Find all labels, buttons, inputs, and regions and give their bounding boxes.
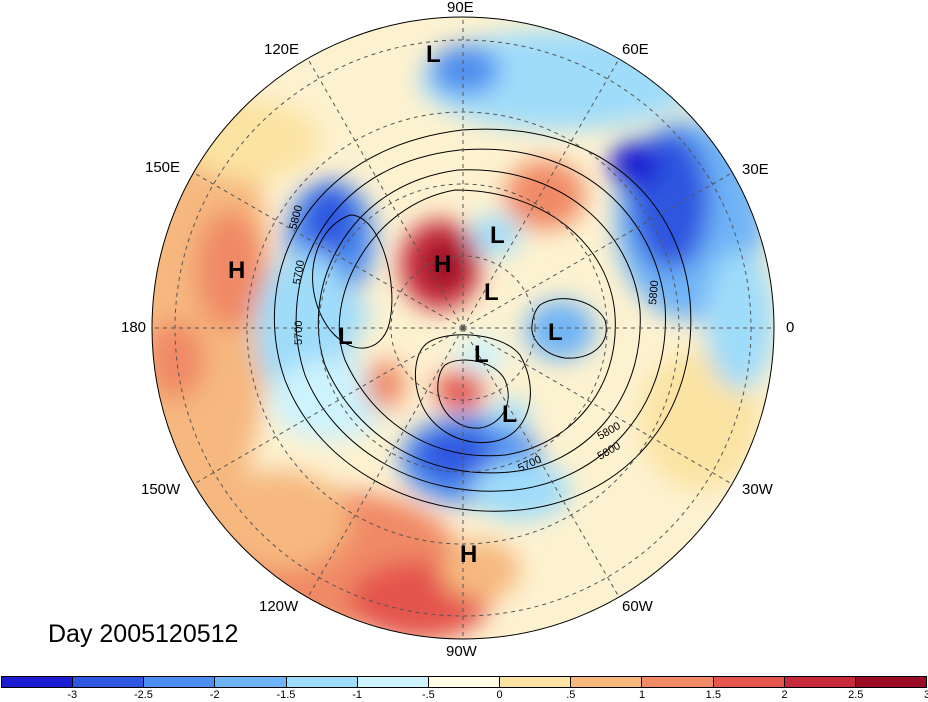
colorbar-tick-label: 0 [496, 689, 503, 701]
contour-label: 5700 [291, 259, 307, 285]
colorbar-swatch [642, 677, 714, 687]
low-pressure-marker: L [484, 279, 499, 306]
colorbar-swatch [215, 677, 287, 687]
longitude-label-60w: 60W [622, 598, 653, 615]
colorbar: -3 -2.5 -2 -1.5 -1 -.5 0 .5 1 1.5 2 2.5 3 [0, 676, 928, 702]
colorbar-swatch [784, 677, 856, 687]
colorbar-swatch [2, 677, 74, 687]
height-contours [273, 128, 692, 512]
low-pressure-marker: L [474, 341, 489, 368]
colorbar-tick-label: -3 [67, 689, 78, 701]
longitude-label-30w: 30W [742, 481, 773, 498]
colorbar-tick-label: -2 [209, 689, 220, 701]
high-pressure-marker: H [434, 251, 451, 278]
colorbar-swatch [73, 677, 145, 687]
colorbar-tick-label: 1.5 [705, 689, 721, 701]
longitude-label-120e: 120E [264, 41, 300, 58]
longitude-label-120w: 120W [259, 598, 299, 615]
colorbar-tick-label: .5 [566, 689, 576, 701]
meridians [152, 17, 774, 639]
high-pressure-marker: H [460, 541, 477, 568]
colorbar-swatches [1, 676, 927, 688]
colorbar-tick-label: 2.5 [848, 689, 864, 701]
anomaly-field [152, 17, 774, 639]
colorbar-tick-label: -.5 [421, 689, 435, 701]
map-boundary [151, 16, 775, 640]
longitude-label-30e: 30E [742, 161, 769, 178]
low-pressure-marker: L [490, 222, 505, 249]
colorbar-tick-label: -2.5 [133, 689, 153, 701]
polar-map: L H H L L L L L L H 5800 5700 5700 5800 … [151, 16, 775, 640]
low-pressure-marker: L [548, 319, 563, 346]
high-pressure-marker: H [228, 257, 245, 284]
colorbar-swatch [428, 677, 501, 687]
colorbar-tick-label: -1 [352, 689, 363, 701]
colorbar-swatch [286, 677, 358, 687]
longitude-label-150e: 150E [145, 159, 181, 176]
contour-label: 5800 [647, 280, 661, 305]
low-pressure-marker: L [502, 401, 517, 428]
longitude-label-0: 0 [786, 319, 795, 336]
colorbar-swatch [571, 677, 643, 687]
colorbar-swatch [357, 677, 429, 687]
colorbar-tick-label: 2 [781, 689, 788, 701]
colorbar-swatch [855, 677, 927, 687]
colorbar-swatch [144, 677, 216, 687]
longitude-label-90e: 90E [447, 0, 474, 16]
colorbar-tick-label: 3 [923, 689, 928, 701]
colorbar-tick-label: -1.5 [276, 689, 296, 701]
colorbar-swatch [713, 677, 785, 687]
day-title: Day 2005120512 [48, 620, 239, 648]
longitude-label-60e: 60E [622, 41, 649, 58]
low-pressure-marker: L [338, 323, 353, 350]
longitude-label-150w: 150W [141, 481, 181, 498]
longitude-label-180: 180 [121, 319, 147, 336]
longitude-label-90w: 90W [446, 643, 477, 660]
contour-label: 5700 [293, 321, 305, 345]
colorbar-tick-label: 1 [639, 689, 646, 701]
colorbar-swatch [500, 677, 572, 687]
low-pressure-marker: L [426, 41, 441, 68]
